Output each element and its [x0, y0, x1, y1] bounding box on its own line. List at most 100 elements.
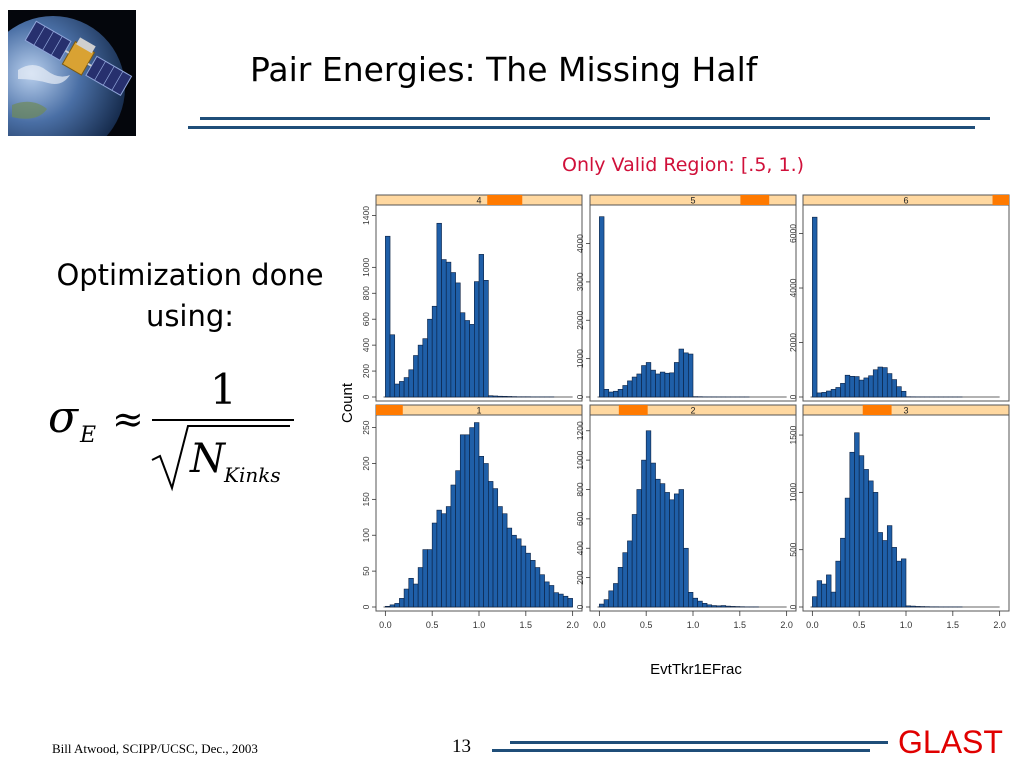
histogram-bar — [877, 366, 883, 398]
histogram-bar — [650, 462, 656, 608]
histogram-bar — [511, 534, 517, 608]
title-rule-bottom — [188, 126, 975, 129]
formula-sigma-subscript: E — [79, 423, 96, 448]
x-tick-label: 0.5 — [853, 620, 866, 630]
histogram-bar — [655, 478, 661, 608]
histogram-bar — [882, 540, 888, 608]
histogram-bar — [608, 391, 614, 398]
histogram-bar — [413, 583, 419, 608]
histogram-bar — [891, 379, 897, 398]
histogram-bar — [408, 577, 414, 608]
histogram-bar — [450, 484, 456, 608]
histogram-bar — [403, 377, 410, 398]
y-tick-label: 150 — [361, 492, 371, 506]
histogram-bar — [464, 434, 470, 608]
histogram-bar — [389, 334, 396, 398]
histogram-bar — [394, 383, 400, 398]
histogram-bar — [849, 375, 855, 398]
histogram-bar — [631, 376, 638, 398]
histogram-bar — [417, 567, 424, 608]
histogram-bar — [530, 560, 536, 608]
histogram-bar — [613, 583, 619, 608]
histogram-bar — [445, 506, 452, 608]
formula-sigma: σ — [48, 392, 80, 443]
strip-bar — [375, 194, 583, 206]
histogram-bar — [688, 353, 694, 398]
histogram-bar — [385, 605, 391, 608]
histogram-bar — [613, 390, 619, 398]
histogram-bar — [431, 522, 438, 608]
x-tick-label: 1.5 — [734, 620, 747, 630]
histogram-bar — [844, 374, 851, 398]
histogram-bar — [821, 583, 827, 608]
histogram-bar — [683, 547, 689, 608]
histogram-bar — [413, 355, 419, 398]
histogram-bar — [669, 499, 675, 608]
y-tick-label: 250 — [361, 420, 371, 434]
strip-marker — [740, 195, 770, 205]
x-tick-label: 2.0 — [566, 620, 579, 630]
page-number: 13 — [452, 736, 471, 757]
histogram-bar — [455, 282, 461, 398]
histogram-bar — [562, 595, 569, 608]
y-tick-label: 4000 — [788, 278, 798, 297]
histogram-bar — [655, 373, 661, 398]
optimization-line-2: using: — [145, 299, 235, 333]
histogram-bar — [539, 574, 545, 608]
histogram-bar — [830, 389, 837, 398]
histogram-bar — [553, 592, 559, 608]
histogram-bar — [520, 545, 527, 608]
histogram-bar — [872, 369, 879, 398]
strip-bar — [589, 404, 797, 416]
y-tick-label: 0 — [575, 604, 585, 609]
histogram-bar — [659, 483, 666, 608]
histogram-bar — [427, 549, 433, 608]
histogram-bar — [488, 481, 494, 608]
histogram-bar — [645, 362, 652, 398]
histogram-bar — [506, 527, 513, 608]
x-tick-label: 0.5 — [426, 620, 439, 630]
y-tick-label: 400 — [361, 338, 371, 352]
strip-bar — [802, 404, 1010, 416]
histogram-bar — [716, 605, 722, 608]
histogram-bar — [603, 599, 610, 608]
y-tick-label: 100 — [361, 528, 371, 542]
histogram-bar — [544, 581, 550, 608]
x-tick-label: 1.0 — [473, 620, 486, 630]
histogram-bar — [872, 492, 879, 608]
y-tick-label: 0 — [788, 604, 798, 609]
histogram-bar — [730, 606, 736, 608]
histogram-bar — [558, 593, 564, 608]
histogram-bar — [650, 369, 656, 398]
x-tick-label: 2.0 — [993, 620, 1006, 630]
x-tick-label: 0.5 — [640, 620, 653, 630]
histogram-bar — [901, 558, 907, 608]
histogram-bar — [636, 373, 642, 398]
histogram-bar — [441, 259, 447, 398]
histogram-bar — [478, 456, 484, 608]
y-tick-label: 200 — [575, 570, 585, 584]
histogram-bar — [858, 455, 865, 608]
y-tick-label: 0 — [361, 604, 371, 609]
histogram-bar — [854, 432, 860, 608]
histogram-bar — [506, 396, 513, 398]
formula-numerator: 1 — [210, 365, 237, 414]
histogram-bar — [469, 427, 475, 608]
histogram-bar — [645, 430, 652, 608]
histogram-bar — [816, 580, 823, 608]
strip-marker — [862, 405, 892, 415]
histogram-bar — [896, 560, 902, 608]
histogram-bar — [678, 489, 684, 608]
x-tick-label: 1.0 — [900, 620, 913, 630]
histogram-bar — [445, 261, 452, 398]
brand-logo-text: GLAST — [898, 724, 1003, 760]
histogram-bar — [659, 371, 666, 398]
sigma-formula: σ E ≈ 1 N Kinks — [48, 365, 294, 492]
histogram-bar — [403, 588, 410, 608]
histogram-bar — [422, 549, 428, 608]
formula-denominator-subscript: Kinks — [223, 463, 281, 487]
x-axis-label: EvtTkr1EFrac — [650, 661, 742, 678]
histogram-bar — [636, 489, 642, 608]
histogram-bar — [617, 567, 624, 608]
histogram-bar — [436, 509, 442, 608]
